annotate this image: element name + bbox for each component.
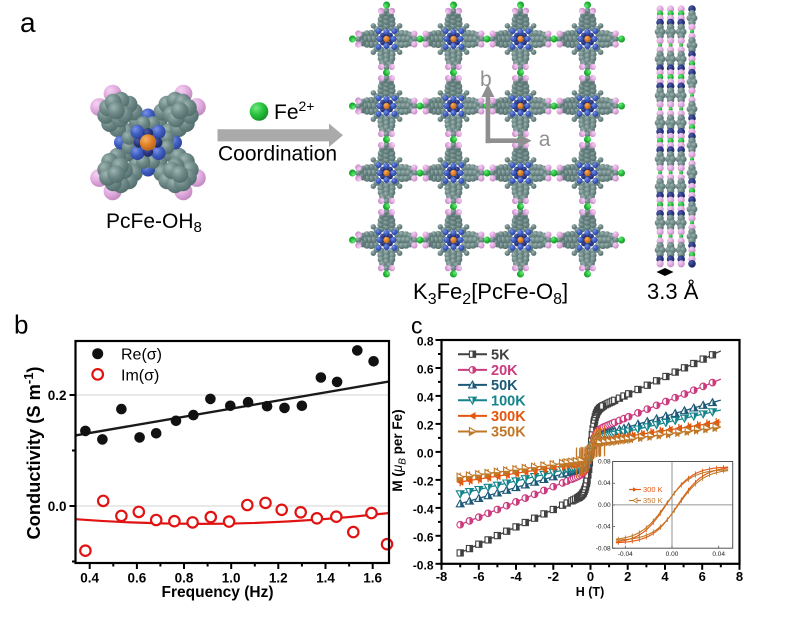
svg-text:8: 8 — [736, 569, 743, 584]
svg-text:5K: 5K — [491, 347, 510, 363]
svg-text:0.00: 0.00 — [598, 502, 611, 509]
svg-text:0.04: 0.04 — [712, 551, 725, 558]
svg-text:-8: -8 — [436, 569, 448, 584]
svg-text:-0.04: -0.04 — [596, 524, 611, 531]
svg-text:0: 0 — [587, 569, 594, 584]
svg-text:c: c — [411, 313, 423, 339]
svg-text:50K: 50K — [491, 378, 518, 394]
svg-text:Re(σ): Re(σ) — [121, 347, 162, 364]
svg-text:-0.2: -0.2 — [413, 474, 434, 488]
svg-text:1.0: 1.0 — [222, 571, 241, 586]
svg-text:0.4: 0.4 — [80, 571, 99, 586]
svg-text:0.00: 0.00 — [666, 551, 679, 558]
svg-text:Conductivity (S m-1): Conductivity (S m-1) — [21, 366, 44, 539]
svg-text:1.6: 1.6 — [363, 571, 382, 586]
svg-text:H (T): H (T) — [576, 585, 604, 599]
svg-text:b: b — [14, 310, 28, 340]
svg-text:Frequency (Hz): Frequency (Hz) — [162, 584, 274, 601]
svg-text:1.4: 1.4 — [316, 571, 335, 586]
svg-text:-0.6: -0.6 — [413, 530, 434, 544]
svg-text:0.0: 0.0 — [417, 446, 434, 460]
svg-text:Im(σ): Im(σ) — [121, 368, 159, 385]
svg-text:K3Fe2[PcFe-O8]: K3Fe2[PcFe-O8] — [413, 279, 568, 308]
svg-text:100K: 100K — [491, 394, 526, 410]
svg-text:b: b — [480, 68, 492, 91]
svg-text:M (μB per Fe): M (μB per Fe) — [390, 409, 409, 491]
svg-text:1.2: 1.2 — [269, 571, 288, 586]
svg-text:0.4: 0.4 — [417, 390, 434, 404]
svg-text:-0.4: -0.4 — [413, 502, 434, 516]
svg-text:a: a — [539, 128, 551, 151]
svg-text:-6: -6 — [473, 569, 485, 584]
svg-text:-2: -2 — [548, 569, 560, 584]
svg-text:2: 2 — [624, 569, 631, 584]
svg-text:0.8: 0.8 — [175, 571, 194, 586]
svg-text:PcFe-OH8: PcFe-OH8 — [106, 210, 202, 236]
svg-text:4: 4 — [661, 569, 669, 584]
svg-text:Coordination: Coordination — [218, 143, 337, 166]
svg-text:350 K: 350 K — [643, 496, 663, 505]
svg-text:-0.8: -0.8 — [413, 558, 434, 572]
svg-text:0.08: 0.08 — [598, 459, 611, 466]
svg-text:20K: 20K — [491, 363, 518, 379]
svg-text:0.2: 0.2 — [417, 418, 434, 432]
svg-text:0.6: 0.6 — [417, 363, 434, 377]
svg-text:-0.08: -0.08 — [596, 545, 611, 552]
svg-text:0.2: 0.2 — [48, 388, 67, 403]
svg-text:0.8: 0.8 — [417, 335, 434, 349]
svg-text:-4: -4 — [510, 569, 522, 584]
svg-text:300 K: 300 K — [643, 485, 663, 494]
svg-text:a: a — [20, 7, 36, 38]
svg-text:350K: 350K — [491, 425, 526, 441]
svg-text:-0.04: -0.04 — [618, 551, 633, 558]
svg-text:0.6: 0.6 — [128, 571, 147, 586]
svg-text:6: 6 — [699, 569, 706, 584]
svg-text:3.3 Å: 3.3 Å — [647, 279, 699, 304]
svg-text:300K: 300K — [491, 409, 526, 425]
svg-text:0.0: 0.0 — [48, 499, 67, 514]
svg-text:0.04: 0.04 — [598, 480, 611, 487]
